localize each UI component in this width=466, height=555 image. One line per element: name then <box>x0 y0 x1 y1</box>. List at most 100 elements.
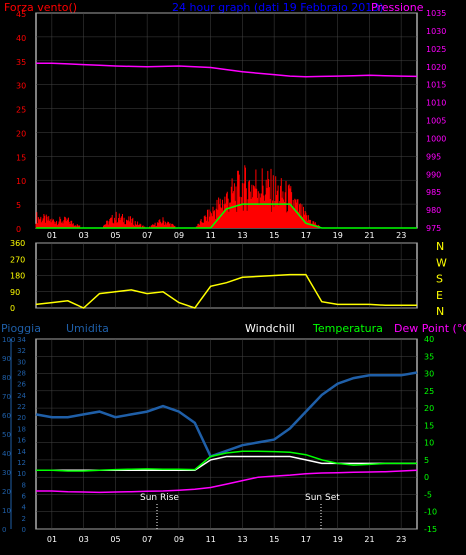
temperature-tick-label: 35 <box>424 352 434 361</box>
bottom-time-label: 15 <box>269 535 279 544</box>
temperature-tick-label: -15 <box>424 525 437 534</box>
rain-tick-label: 20 <box>2 488 11 496</box>
top-time-label: 09 <box>174 231 184 240</box>
bottom-time-label: 23 <box>396 535 406 544</box>
direction-degree-ticks: 0 90 180 270 360 <box>10 239 417 313</box>
pressure-tick-label: 1020 <box>426 63 446 72</box>
top-time-label: 23 <box>396 231 406 240</box>
wind-tick-label: 40 <box>16 34 26 43</box>
temperature-tick-label: 40 <box>424 335 434 344</box>
bottom-time-label: 03 <box>79 535 89 544</box>
pressure-tick-label: 990 <box>426 170 441 179</box>
sunset-label: Sun Set <box>305 493 340 503</box>
windchill-series <box>36 455 417 472</box>
top-time-label: 17 <box>301 231 311 240</box>
pressure-tick-label: 1035 <box>426 9 446 18</box>
temperature-series <box>36 450 417 472</box>
humidity-tick-label: 4 <box>22 504 27 512</box>
top-time-label: 21 <box>364 231 374 240</box>
top-time-label: 19 <box>333 231 343 240</box>
top-time-label: 15 <box>269 231 279 240</box>
rain-tick-label: 90 <box>2 355 11 363</box>
humidity-tick-label: 8 <box>22 481 26 489</box>
pressure-tick-label: 980 <box>426 206 441 215</box>
bottom-time-ticks: 01 03 05 07 09 11 13 15 17 19 21 23 <box>47 339 406 544</box>
temperature-ticks: -15 -10 -5 0 5 10 15 20 25 30 35 40 <box>36 335 437 534</box>
bottom-time-label: 05 <box>110 535 120 544</box>
top-time-label: 07 <box>142 231 152 240</box>
humidity-tick-label: 14 <box>17 448 26 456</box>
rain-tick-label: 60 <box>2 412 11 420</box>
humidity-tick-label: 32 <box>17 347 26 355</box>
top-time-label: 01 <box>47 231 57 240</box>
compass-label: W <box>436 256 447 269</box>
direction-degree-label: 90 <box>10 288 20 297</box>
rain-tick-label: 0 <box>2 526 6 534</box>
pressure-tick-label: 1005 <box>426 117 446 126</box>
temperature-tick-label: 10 <box>424 439 434 448</box>
legend-umidita: Umidita <box>66 322 109 335</box>
humidity-tick-label: 16 <box>17 437 26 445</box>
pressure-ticks: 975 980 985 990 995 1000 1005 1010 1015 1020 1025 1… <box>426 9 446 233</box>
pressure-tick-label: 1030 <box>426 27 446 36</box>
rain-tick-label: 10 <box>2 507 11 515</box>
bottom-time-label: 19 <box>333 535 343 544</box>
wind-tick-label: 0 <box>16 225 21 234</box>
direction-degree-label: 180 <box>10 272 25 281</box>
legend-dewpoint: Dew Point (°C) <box>394 322 466 335</box>
top-series <box>35 62 418 229</box>
bottom-panel: Pioggia Umidita Windchill Temperatura De… <box>1 322 466 544</box>
direction-series <box>35 273 417 309</box>
humidity-tick-label: 26 <box>17 381 26 389</box>
legend-pioggia: Pioggia <box>1 322 41 335</box>
rain-tick-label: 80 <box>2 374 11 382</box>
wind-axis-label: Forza vento() <box>4 1 77 14</box>
wind-direction-series <box>35 273 417 309</box>
bottom-time-label: 11 <box>206 535 216 544</box>
legend-windchill: Windchill <box>245 322 295 335</box>
wind-tick-label: 30 <box>16 82 26 91</box>
humidity-tick-label: 12 <box>17 459 26 467</box>
avg-wind-series <box>36 203 417 229</box>
pressure-tick-label: 1015 <box>426 81 446 90</box>
direction-degree-label: 360 <box>10 239 25 248</box>
humidity-tick-label: 20 <box>17 414 26 422</box>
bottom-time-label: 21 <box>364 535 374 544</box>
sunrise-label: Sun Rise <box>140 493 179 503</box>
humidity-tick-label: 2 <box>22 515 26 523</box>
rain-ticks: 0 10 20 30 40 50 60 70 80 90 100 <box>2 336 15 534</box>
bottom-plot-frame <box>35 338 418 530</box>
temperature-tick-label: 20 <box>424 404 434 413</box>
legend-temperatura: Temperatura <box>312 322 383 335</box>
bottom-time-label: 09 <box>174 535 184 544</box>
pressure-tick-label: 985 <box>426 188 441 197</box>
compass-label: S <box>436 273 443 286</box>
top-time-ticks: 01 03 05 07 09 11 13 15 17 19 21 23 <box>47 13 406 240</box>
top-time-label: 13 <box>237 231 247 240</box>
bottom-time-label: 13 <box>237 535 247 544</box>
temperature-tick-label: 15 <box>424 421 434 430</box>
pressure-tick-label: 1010 <box>426 99 446 108</box>
humidity-tick-label: 30 <box>17 358 26 366</box>
compass-label: N <box>436 305 444 318</box>
top-time-label: 05 <box>110 231 120 240</box>
rain-tick-label: 50 <box>2 431 11 439</box>
temperature-tick-label: 30 <box>424 370 434 379</box>
graph-title: 24 hour graph (dati 19 Febbraio 2013) <box>172 1 384 14</box>
humidity-tick-label: 34 <box>17 336 26 344</box>
humidity-tick-label: 0 <box>22 526 26 534</box>
wind-tick-label: 10 <box>16 177 26 186</box>
temperature-tick-label: 0 <box>424 473 429 482</box>
top-time-label: 11 <box>206 231 216 240</box>
rain-tick-label: 70 <box>2 393 11 401</box>
wind-tick-label: 45 <box>16 10 26 19</box>
pressure-tick-label: 995 <box>426 152 441 161</box>
temperature-tick-label: -10 <box>424 508 437 517</box>
wind-tick-label: 20 <box>16 129 26 138</box>
humidity-tick-label: 18 <box>17 425 26 433</box>
pressure-tick-label: 1025 <box>426 45 446 54</box>
wind-ticks: 0 5 10 15 20 25 30 35 40 45 <box>16 10 417 234</box>
